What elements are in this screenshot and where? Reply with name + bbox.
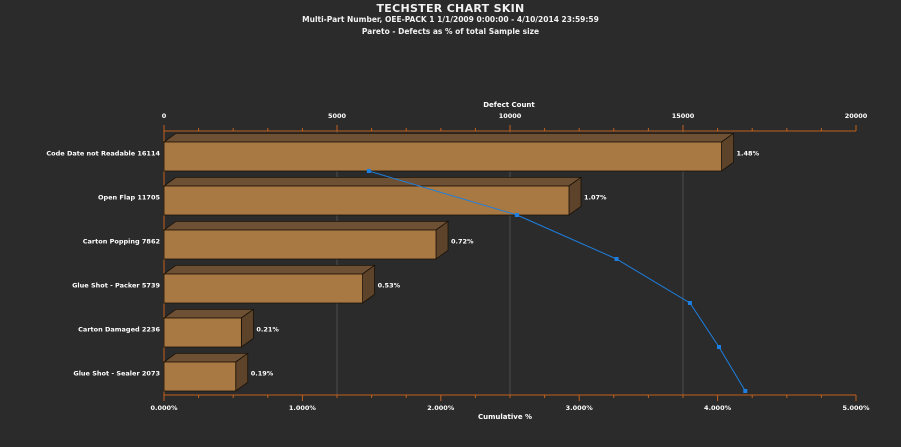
top-tick-label: 10000 xyxy=(499,112,522,120)
cumulative-point xyxy=(687,301,692,305)
bottom-tick-label: 1.000% xyxy=(289,404,317,412)
bar-top-face xyxy=(162,264,376,275)
category-label: Code Date not Readable 16114 xyxy=(46,150,160,158)
bar-value-label: 0.21% xyxy=(256,326,279,334)
bar-value-label: 0.53% xyxy=(378,282,401,290)
cumulative-point xyxy=(514,213,519,217)
bar xyxy=(162,132,735,172)
bar-top-face xyxy=(162,176,583,187)
cumulative-point xyxy=(743,389,748,393)
bar-value-label: 1.48% xyxy=(737,150,760,158)
chart-title: TECHSTER CHART SKIN xyxy=(376,2,525,15)
bar-front-face xyxy=(163,317,242,348)
gridlines xyxy=(336,131,684,395)
category-label: Open Flap 11705 xyxy=(98,194,161,202)
bar-top-face xyxy=(162,308,255,319)
top-tick-label: 15000 xyxy=(672,112,695,120)
category-label: Glue Shot - Packer 5739 xyxy=(72,282,160,290)
category-label: Carton Popping 7862 xyxy=(83,238,160,246)
cumulative-point xyxy=(366,169,371,173)
bar xyxy=(162,176,583,216)
bars xyxy=(162,132,735,392)
bottom-axis-title: Cumulative % xyxy=(478,413,532,421)
axes xyxy=(163,125,857,401)
cumulative-polyline xyxy=(368,170,746,392)
bar-top-face xyxy=(162,352,249,363)
bar xyxy=(162,352,249,392)
category-label: Carton Damaged 2236 xyxy=(78,326,160,334)
bar-front-face xyxy=(163,361,237,392)
bar-front-face xyxy=(163,185,570,216)
bar-value-label: 0.19% xyxy=(251,370,274,378)
top-axis-title: Defect Count xyxy=(483,101,535,109)
cumulative-point xyxy=(716,345,721,349)
bottom-tick-label: 5.000% xyxy=(842,404,870,412)
bar-value-label: 1.07% xyxy=(584,194,607,202)
bar-top-face xyxy=(162,132,735,143)
bottom-tick-label: 0.000% xyxy=(150,404,178,412)
top-tick-label: 0 xyxy=(162,112,167,120)
bottom-tick-label: 3.000% xyxy=(566,404,594,412)
bar-front-face xyxy=(163,229,437,260)
chart-subtitle-2: Pareto - Defects as % of total Sample si… xyxy=(361,27,540,36)
chart-subtitle: Multi-Part Number, OEE-PACK 1 1/1/2009 0… xyxy=(302,15,599,24)
bottom-tick-label: 2.000% xyxy=(427,404,455,412)
bar-front-face xyxy=(163,273,363,304)
bar xyxy=(162,308,255,348)
bottom-tick-label: 4.000% xyxy=(704,404,732,412)
category-label: Glue Shot - Sealer 2073 xyxy=(73,370,160,378)
bar-front-face xyxy=(163,141,722,172)
bar xyxy=(162,220,450,260)
bar-value-label: 0.72% xyxy=(451,238,474,246)
cumulative-point xyxy=(614,257,619,261)
top-tick-label: 20000 xyxy=(845,112,868,120)
labels: 0 5000 10000 15000 20000 Defect Count 0.000% 1.… xyxy=(46,101,870,421)
top-tick-label: 5000 xyxy=(328,112,347,120)
cumulative-line xyxy=(366,169,748,393)
bar-top-face xyxy=(162,220,450,231)
bar xyxy=(162,264,376,304)
